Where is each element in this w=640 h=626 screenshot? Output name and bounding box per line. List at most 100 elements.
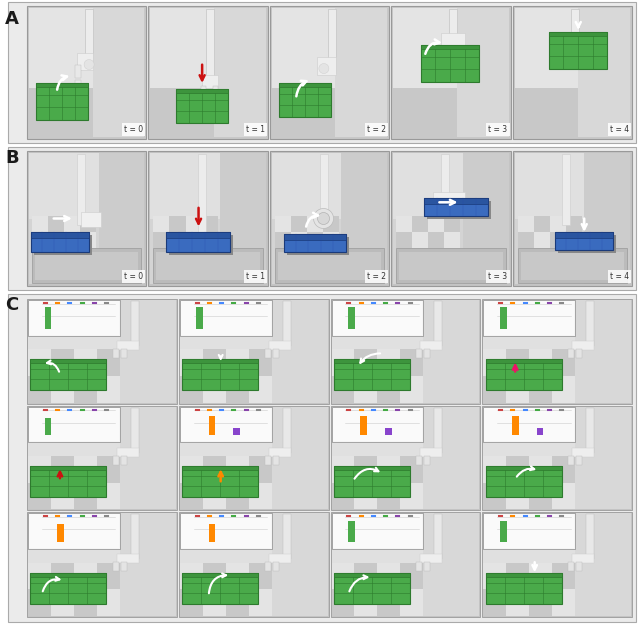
Bar [34,235,92,255]
Bar [30,359,106,390]
Bar [51,483,74,510]
Bar [586,408,594,453]
Bar [180,376,203,403]
Bar [154,248,263,283]
Bar [483,512,632,617]
Bar [423,513,479,616]
Bar [483,563,506,589]
Bar [328,9,336,73]
Bar [575,513,631,616]
Bar [552,483,575,510]
Bar [278,252,381,280]
Bar [131,515,139,560]
Bar [29,8,145,93]
Bar [506,589,529,616]
Bar [433,192,465,208]
Bar [30,573,106,604]
Bar [520,252,624,280]
Bar [148,151,268,286]
Bar [182,466,258,470]
Bar [8,294,636,622]
Bar [401,376,423,403]
Bar [80,232,96,248]
Bar [401,563,423,589]
Bar [32,232,48,248]
Bar [401,349,423,376]
Bar [269,341,291,350]
Bar [226,589,248,616]
Bar [323,216,339,232]
Bar [51,456,74,483]
Bar [97,589,120,616]
Bar [586,515,594,560]
Text: t = 1: t = 1 [246,125,265,134]
Bar [273,456,278,464]
Bar [342,153,387,284]
Bar [483,349,506,376]
Bar [28,407,120,443]
Bar [113,562,119,572]
Bar [529,563,552,589]
Bar [214,8,266,137]
Bar [536,428,543,435]
Bar [180,513,271,549]
Bar [483,589,506,616]
Bar [203,563,226,589]
Bar [97,563,120,589]
Bar [506,456,529,483]
Bar [333,408,422,441]
Bar [332,513,479,563]
Bar [275,232,291,248]
Bar [271,300,328,403]
Bar [512,416,519,435]
Bar [27,406,177,510]
Bar [515,8,630,93]
Bar [435,301,442,346]
Bar [421,45,479,82]
Bar [248,483,271,510]
Bar [506,483,529,510]
Bar [287,237,349,255]
Bar [209,525,215,542]
Bar [226,376,248,403]
Bar [457,8,509,137]
Bar [28,300,120,336]
Bar [552,349,575,376]
Bar [264,562,271,572]
Bar [391,6,511,139]
Bar [283,408,291,453]
Bar [279,83,331,87]
Bar [150,88,214,137]
Bar [396,248,506,283]
Bar [270,6,389,139]
Bar [486,466,562,497]
Bar [332,513,423,549]
Bar [515,8,630,137]
Bar [518,248,627,283]
Bar [566,232,582,248]
Text: t = 0: t = 0 [124,272,143,281]
Bar [28,483,51,510]
Bar [424,562,430,572]
Bar [424,349,430,358]
Bar [180,300,328,403]
Bar [417,456,422,464]
Bar [283,301,291,346]
Text: t = 2: t = 2 [367,125,386,134]
Bar [550,232,566,248]
Bar [264,456,271,464]
Bar [500,307,506,329]
Bar [575,407,631,510]
Bar [8,147,636,290]
Bar [332,376,355,403]
Bar [8,2,636,143]
Bar [154,232,170,248]
Bar [264,349,271,358]
Bar [506,563,529,589]
Bar [291,216,307,232]
Bar [552,563,575,589]
Bar [75,81,81,93]
Bar [272,88,335,137]
Bar [270,151,389,286]
Bar [424,198,488,204]
